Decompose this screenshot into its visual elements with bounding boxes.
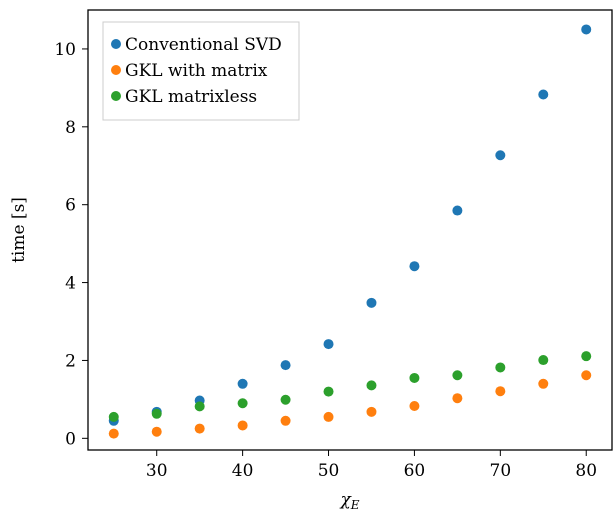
data-point-series-2 — [366, 380, 377, 391]
y-tick-label: 10 — [54, 40, 76, 60]
data-point-series-2 — [108, 411, 119, 422]
data-points — [108, 24, 592, 439]
data-point-series-2 — [237, 398, 248, 409]
legend-entry-label: GKL with matrix — [125, 61, 268, 81]
data-point-series-0 — [581, 24, 592, 35]
data-point-series-1 — [151, 426, 162, 437]
x-tick-label: 50 — [318, 461, 340, 481]
data-point-series-2 — [151, 408, 162, 419]
data-point-series-0 — [538, 89, 549, 100]
data-point-series-0 — [366, 297, 377, 308]
y-tick-label: 4 — [65, 274, 76, 294]
data-point-series-1 — [108, 428, 119, 439]
data-point-series-1 — [495, 386, 506, 397]
data-point-series-2 — [452, 370, 463, 381]
data-point-series-1 — [366, 406, 377, 417]
x-tick-label: 40 — [232, 461, 254, 481]
x-tick-label: 30 — [146, 461, 168, 481]
legend-entry-label: Conventional SVD — [125, 35, 282, 55]
data-point-series-0 — [409, 261, 420, 272]
data-point-series-1 — [237, 420, 248, 431]
data-point-series-0 — [237, 378, 248, 389]
x-axis-label: χE — [339, 490, 359, 512]
axis-ticks: 30 40 50 60 70 80 0 2 4 6 8 10 — [54, 40, 597, 481]
data-point-series-0 — [323, 339, 334, 350]
x-tick-label: 60 — [404, 461, 426, 481]
data-point-series-1 — [409, 401, 420, 411]
y-tick-label: 8 — [65, 118, 76, 138]
y-tick-label: 6 — [65, 196, 76, 216]
data-point-series-1 — [323, 411, 334, 422]
legend-box — [102, 21, 300, 121]
data-point-series-1 — [194, 423, 205, 434]
y-tick-label: 0 — [65, 429, 76, 449]
x-tick-label: 70 — [490, 461, 512, 481]
data-point-series-2 — [323, 386, 334, 397]
legend-entry-label: GKL matrixless — [125, 87, 257, 107]
legend-marker — [111, 65, 121, 75]
data-point-series-2 — [538, 355, 549, 366]
data-point-series-2 — [280, 394, 291, 405]
data-point-series-2 — [495, 362, 506, 373]
x-axis-label-main: χ — [339, 490, 352, 510]
data-point-series-2 — [581, 351, 592, 362]
data-point-series-0 — [280, 360, 291, 371]
data-point-series-2 — [194, 401, 205, 412]
data-point-series-1 — [452, 393, 463, 404]
data-point-series-0 — [495, 150, 506, 161]
data-point-series-2 — [409, 372, 420, 383]
plot-frame — [87, 9, 613, 451]
data-point-series-1 — [581, 370, 592, 381]
data-point-series-1 — [280, 415, 291, 426]
data-point-series-0 — [452, 205, 463, 216]
y-tick-label: 2 — [65, 351, 76, 371]
x-axis-label-subscript: E — [350, 498, 360, 512]
legend-marker — [111, 39, 121, 49]
legend: Conventional SVD GKL with matrix GKL matri… — [102, 21, 300, 121]
y-axis-label: time [s] — [9, 197, 29, 263]
x-tick-label: 80 — [575, 461, 597, 481]
data-point-series-1 — [538, 378, 549, 389]
legend-marker — [111, 91, 121, 101]
